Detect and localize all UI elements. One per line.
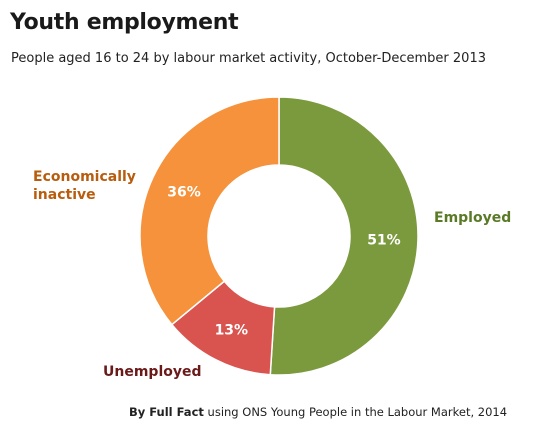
data-label-economically-inactive: 36%	[167, 184, 201, 200]
legend-label-economically-inactive: Economically inactive	[33, 169, 136, 203]
source-note: By Full Fact using ONS Young People in t…	[129, 405, 507, 419]
legend-label-unemployed: Unemployed	[103, 364, 202, 380]
chart-subtitle: People aged 16 to 24 by labour market ac…	[11, 51, 486, 66]
source-text: using ONS Young People in the Labour Mar…	[203, 405, 508, 419]
donut-slice-employed	[269, 96, 419, 376]
data-label-unemployed: 13%	[215, 323, 249, 339]
data-label-employed: 51%	[367, 232, 401, 248]
donut-slice-economically-inactive	[139, 96, 280, 326]
legend-label-employed: Employed	[434, 210, 512, 226]
chart-title: Youth employment	[10, 10, 239, 35]
source-byline: By Full Fact	[129, 405, 204, 419]
